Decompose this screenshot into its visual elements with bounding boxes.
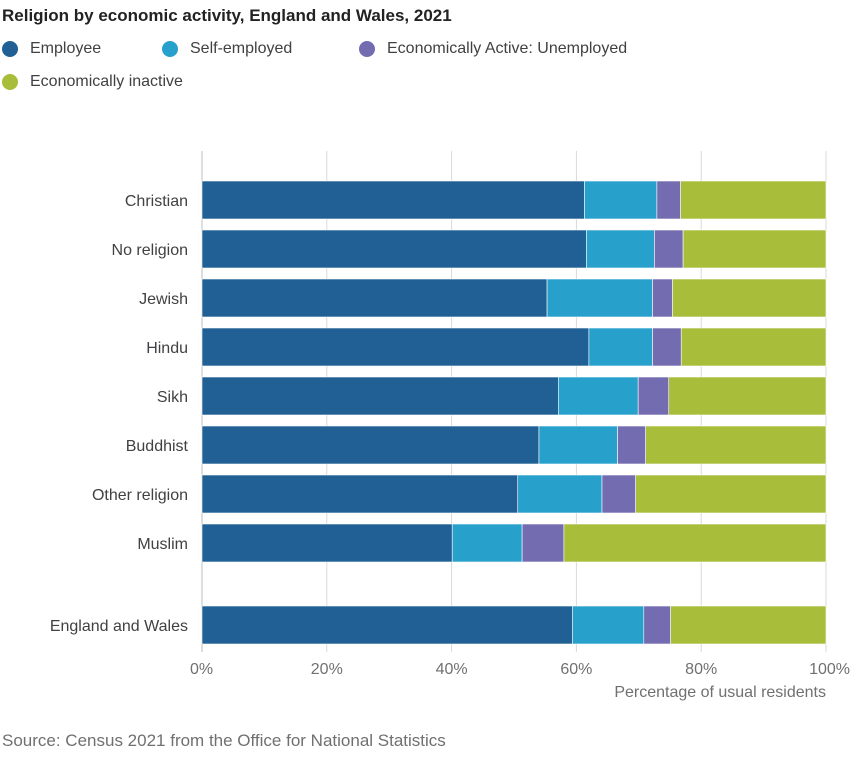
- x-tick-label: 100%: [809, 661, 850, 678]
- legend-label-employee: Employee: [30, 40, 102, 57]
- x-tick-label: 40%: [436, 661, 468, 678]
- legend-item-inactive[interactable]: Economically inactive: [2, 73, 183, 91]
- x-axis-ticks: 0% 20% 40% 60% 80% 100%: [190, 661, 850, 678]
- category-label-hindu: Hindu: [146, 340, 188, 357]
- bar-other-religion-employee[interactable]: [201, 474, 519, 514]
- bar-buddhist-self-employed[interactable]: [538, 425, 618, 465]
- x-tick-label: 0%: [190, 661, 213, 678]
- bar-other-religion-economically-inactive[interactable]: [635, 474, 827, 514]
- x-tick-label: 20%: [311, 661, 343, 678]
- bars: [201, 180, 827, 645]
- legend-label-unemployed: Economically Active: Unemployed: [387, 40, 628, 57]
- x-tick-label: 80%: [685, 661, 717, 678]
- bar-no-religion-economically-active-unemployed[interactable]: [654, 229, 684, 269]
- bar-no-religion-employee[interactable]: [201, 229, 587, 269]
- bar-hindu-economically-active-unemployed[interactable]: [652, 327, 682, 367]
- bar-jewish-employee[interactable]: [201, 278, 548, 318]
- legend-label-self-employed: Self-employed: [190, 40, 293, 57]
- source-note: Source: Census 2021 from the Office for …: [2, 731, 446, 750]
- legend-label-inactive: Economically inactive: [30, 73, 183, 90]
- stacked-bar-chart: Christian No religion Jewish Hindu Sikh Buddh…: [50, 151, 850, 701]
- bar-hindu-employee[interactable]: [201, 327, 590, 367]
- x-tick-label: 60%: [560, 661, 592, 678]
- bar-buddhist-employee[interactable]: [201, 425, 540, 465]
- bar-muslim-employee[interactable]: [201, 523, 453, 563]
- legend-item-employee[interactable]: Employee: [2, 40, 101, 58]
- bar-christian-economically-active-unemployed[interactable]: [656, 180, 681, 220]
- bar-sikh-employee[interactable]: [201, 376, 559, 416]
- bar-buddhist-economically-inactive[interactable]: [645, 425, 827, 465]
- bar-england-and-wales-employee[interactable]: [201, 605, 573, 645]
- bar-england-and-wales-economically-inactive[interactable]: [670, 605, 827, 645]
- bar-sikh-economically-active-unemployed[interactable]: [637, 376, 670, 416]
- bar-christian-economically-inactive[interactable]: [680, 180, 827, 220]
- bar-christian-employee[interactable]: [201, 180, 585, 220]
- bar-other-religion-self-employed[interactable]: [517, 474, 603, 514]
- bar-hindu-self-employed[interactable]: [588, 327, 653, 367]
- bar-jewish-economically-active-unemployed[interactable]: [652, 278, 673, 318]
- bar-no-religion-economically-inactive[interactable]: [682, 229, 827, 269]
- bar-jewish-self-employed[interactable]: [546, 278, 653, 318]
- bar-england-and-wales-economically-active-unemployed[interactable]: [643, 605, 671, 645]
- legend-swatch-unemployed: [359, 41, 375, 57]
- legend-swatch-self-employed: [162, 41, 178, 57]
- category-label-christian: Christian: [125, 193, 188, 210]
- bar-sikh-self-employed[interactable]: [558, 376, 639, 416]
- category-label-no-religion: No religion: [112, 242, 188, 259]
- bar-other-religion-economically-active-unemployed[interactable]: [601, 474, 636, 514]
- category-label-england-and-wales: England and Wales: [50, 618, 188, 635]
- bar-muslim-self-employed[interactable]: [451, 523, 523, 563]
- legend-swatch-employee: [2, 41, 18, 57]
- bar-sikh-economically-inactive[interactable]: [668, 376, 827, 416]
- x-axis-label: Percentage of usual residents: [614, 684, 826, 701]
- bar-hindu-economically-inactive[interactable]: [680, 327, 827, 367]
- bar-christian-self-employed[interactable]: [584, 180, 658, 220]
- bar-no-religion-self-employed[interactable]: [586, 229, 655, 269]
- bar-jewish-economically-inactive[interactable]: [672, 278, 827, 318]
- category-label-other-religion: Other religion: [92, 487, 188, 504]
- legend-item-self-employed[interactable]: Self-employed: [162, 40, 292, 58]
- category-label-jewish: Jewish: [139, 291, 188, 308]
- chart-title: Religion by economic activity, England a…: [2, 6, 452, 25]
- legend-swatch-inactive: [2, 74, 18, 90]
- bar-muslim-economically-active-unemployed[interactable]: [521, 523, 565, 563]
- category-label-sikh: Sikh: [157, 389, 188, 406]
- bar-muslim-economically-inactive[interactable]: [563, 523, 827, 563]
- bar-england-and-wales-self-employed[interactable]: [572, 605, 645, 645]
- bar-buddhist-economically-active-unemployed[interactable]: [617, 425, 646, 465]
- legend-item-unemployed[interactable]: Economically Active: Unemployed: [359, 40, 627, 58]
- category-label-muslim: Muslim: [137, 536, 188, 553]
- category-labels: Christian No religion Jewish Hindu Sikh Buddh…: [50, 193, 189, 635]
- category-label-buddhist: Buddhist: [126, 438, 189, 455]
